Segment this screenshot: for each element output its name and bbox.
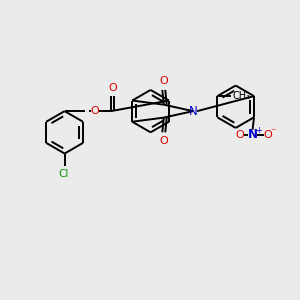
Text: O: O xyxy=(159,136,168,146)
Text: +: + xyxy=(255,126,262,135)
Text: O: O xyxy=(159,76,168,86)
Text: N: N xyxy=(189,105,197,118)
Text: O: O xyxy=(236,130,244,140)
Text: O: O xyxy=(90,106,99,116)
Text: ⁻: ⁻ xyxy=(270,127,275,137)
Text: O: O xyxy=(108,83,117,94)
Text: Cl: Cl xyxy=(58,169,68,179)
Text: N: N xyxy=(248,128,258,142)
Text: O: O xyxy=(263,130,272,140)
Text: CH₃: CH₃ xyxy=(232,91,251,101)
